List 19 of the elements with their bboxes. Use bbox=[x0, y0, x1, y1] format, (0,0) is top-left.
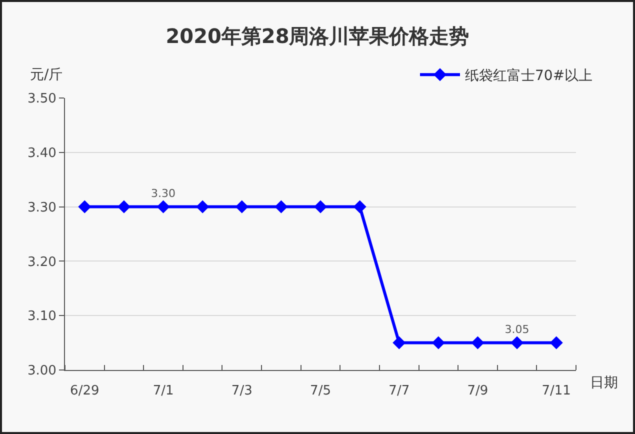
x-tick-label: 7/7 bbox=[388, 384, 410, 399]
legend-label: 纸袋红富士70#以上 bbox=[465, 68, 593, 84]
y-tick-label: 3.30 bbox=[27, 200, 56, 216]
y-tick-label: 3.00 bbox=[27, 364, 56, 379]
chart-title: 2020年第28周洛川苹果价格走势 bbox=[166, 24, 470, 48]
x-tick-label: 7/5 bbox=[310, 384, 331, 399]
y-tick-label: 3.50 bbox=[27, 92, 56, 107]
x-tick-label: 6/29 bbox=[70, 384, 100, 399]
y-tick-label: 3.10 bbox=[27, 309, 56, 324]
x-tick-label: 7/3 bbox=[231, 384, 252, 399]
x-tick-label: 7/1 bbox=[152, 384, 174, 399]
data-label: 3.05 bbox=[504, 322, 530, 336]
x-axis-title: 日期 bbox=[590, 375, 618, 391]
y-tick-label: 3.40 bbox=[27, 146, 56, 161]
y-axis-title: 元/斤 bbox=[30, 67, 63, 83]
x-tick-label: 7/11 bbox=[542, 384, 571, 399]
x-tick-label: 7/9 bbox=[467, 384, 488, 399]
data-label: 3.30 bbox=[151, 186, 176, 200]
y-tick-label: 3.20 bbox=[27, 254, 56, 270]
